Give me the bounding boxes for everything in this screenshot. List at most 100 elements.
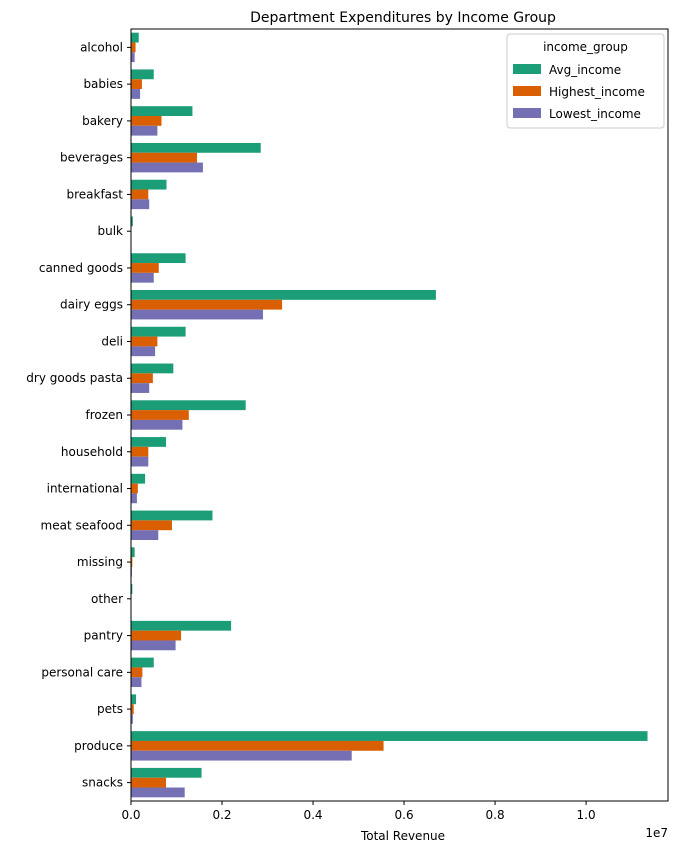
legend-swatch-lowest-income [513, 108, 541, 118]
bar-household-highest-income [131, 446, 149, 457]
bar-snacks-highest-income [131, 777, 167, 788]
y-tick-label-alcohol: alcohol [80, 40, 123, 54]
y-axis: alcohol babies bakery beverages breakfast bul… [26, 40, 131, 790]
y-tick-label-breakfast: breakfast [66, 187, 123, 201]
bar-deli-avg-income [131, 326, 186, 337]
legend-label-highest-income: Highest_income [549, 85, 645, 99]
y-tick-label-meat-seafood: meat seafood [41, 518, 123, 532]
bar-deli-highest-income [131, 336, 158, 347]
x-tick-label: 0.4 [303, 808, 322, 822]
y-tick-label-other: other [91, 592, 123, 606]
bar-breakfast-lowest-income [131, 199, 150, 210]
bar-snacks-avg-income [131, 767, 202, 778]
bar-babies-lowest-income [131, 89, 141, 99]
legend: income_group Avg_income Highest_income Lowe… [506, 33, 665, 129]
y-tick-label-canned-goods: canned goods [39, 261, 123, 275]
y-tick-label-produce: produce [74, 739, 123, 753]
bar-deli-lowest-income [131, 346, 156, 357]
y-tick-label-frozen: frozen [85, 408, 123, 422]
bar-alcohol-lowest-income [131, 52, 135, 63]
y-tick-label-deli: deli [101, 334, 123, 348]
x-tick-label: 0.0 [121, 808, 140, 822]
y-tick-label-bulk: bulk [97, 224, 123, 238]
bar-international-highest-income [131, 483, 138, 494]
chart-title: Department Expenditures by Income Group [250, 10, 556, 26]
x-axis: 0.0 0.2 0.4 0.6 0.8 1.0 [121, 801, 596, 822]
bar-pantry-lowest-income [131, 640, 176, 651]
bar-bulk-avg-income [131, 216, 133, 227]
bar-canned-goods-highest-income [131, 263, 159, 273]
bar-beverages-avg-income [131, 142, 261, 153]
bar-dairy-eggs-avg-income [131, 290, 436, 300]
bar-dry-goods-pasta-lowest-income [131, 383, 150, 393]
bar-meat-seafood-lowest-income [131, 530, 159, 540]
bar-other-avg-income [131, 584, 133, 594]
y-tick-label-missing: missing [77, 555, 123, 569]
bar-international-avg-income [131, 473, 146, 484]
bar-canned-goods-lowest-income [131, 272, 154, 283]
bar-frozen-avg-income [131, 400, 246, 411]
bar-dry-goods-pasta-highest-income [131, 373, 153, 384]
y-tick-label-bakery: bakery [82, 114, 123, 128]
x-tick-label: 1.0 [577, 808, 596, 822]
y-tick-label-household: household [61, 445, 123, 459]
bar-dry-goods-pasta-avg-income [131, 363, 174, 374]
bar-bakery-lowest-income [131, 125, 158, 136]
bar-babies-avg-income [131, 69, 154, 80]
bar-alcohol-avg-income [131, 32, 139, 43]
bar-personal-care-lowest-income [131, 677, 142, 688]
bar-pantry-highest-income [131, 630, 182, 641]
bar-pets-avg-income [131, 694, 137, 705]
bar-household-avg-income [131, 437, 167, 447]
bar-breakfast-highest-income [131, 189, 149, 200]
bar-pantry-avg-income [131, 620, 232, 631]
y-tick-label-pantry: pantry [84, 629, 123, 643]
bar-international-lowest-income [131, 493, 137, 504]
bar-produce-avg-income [131, 731, 648, 741]
x-axis-scale-label: 1e7 [645, 826, 668, 840]
y-tick-label-international: international [47, 482, 123, 496]
bar-produce-lowest-income [131, 750, 352, 761]
bar-household-lowest-income [131, 456, 149, 467]
bar-produce-highest-income [131, 740, 384, 751]
bar-bakery-highest-income [131, 116, 162, 126]
bar-meat-seafood-highest-income [131, 520, 172, 531]
legend-swatch-highest-income [513, 86, 541, 96]
legend-label-avg-income: Avg_income [549, 63, 621, 77]
bar-bakery-avg-income [131, 106, 193, 117]
bar-alcohol-highest-income [131, 42, 136, 53]
bar-babies-highest-income [131, 79, 142, 90]
bar-personal-care-highest-income [131, 667, 143, 678]
y-tick-label-beverages: beverages [60, 151, 123, 165]
legend-title: income_group [543, 40, 628, 54]
y-tick-label-pets: pets [97, 702, 123, 716]
bar-canned-goods-avg-income [131, 253, 186, 264]
x-tick-label: 0.8 [486, 808, 505, 822]
bar-beverages-highest-income [131, 152, 197, 163]
bar-frozen-lowest-income [131, 419, 183, 430]
bar-meat-seafood-avg-income [131, 510, 213, 521]
bar-beverages-lowest-income [131, 162, 203, 173]
bar-dairy-eggs-lowest-income [131, 309, 263, 320]
bar-missing-highest-income [131, 557, 133, 567]
bar-missing-avg-income [131, 547, 135, 558]
legend-swatch-avg-income [513, 64, 541, 74]
x-tick-label: 0.2 [212, 808, 231, 822]
bar-pets-highest-income [131, 704, 134, 714]
y-tick-label-babies: babies [83, 77, 123, 91]
y-tick-label-personal-care: personal care [41, 665, 123, 679]
y-tick-label-snacks: snacks [82, 776, 123, 790]
bar-pets-lowest-income [131, 713, 133, 724]
y-tick-label-dry-goods-pasta: dry goods pasta [26, 371, 123, 385]
bar-frozen-highest-income [131, 410, 189, 420]
y-tick-label-dairy-eggs: dairy eggs [60, 298, 123, 312]
legend-label-lowest-income: Lowest_income [549, 107, 641, 121]
x-axis-label: Total Revenue [360, 829, 445, 843]
bar-dairy-eggs-highest-income [131, 299, 283, 310]
legend-box [506, 33, 665, 129]
bar-personal-care-avg-income [131, 657, 154, 668]
bars-group [131, 32, 648, 798]
bar-snacks-lowest-income [131, 787, 185, 798]
x-tick-label: 0.6 [395, 808, 414, 822]
